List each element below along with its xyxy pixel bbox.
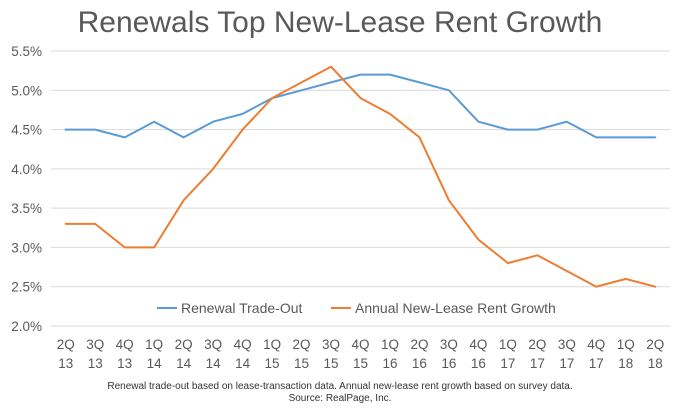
x-tick-label-year: 13 [117, 356, 132, 371]
x-tick-label-quarter: 2Q [646, 337, 664, 352]
x-tick-label-year: 17 [589, 356, 604, 371]
chart-title: Renewals Top New-Lease Rent Growth [77, 6, 603, 39]
x-tick-label-year: 17 [559, 356, 574, 371]
x-tick-label-year: 15 [324, 356, 339, 371]
y-tick-label: 3.0% [11, 240, 42, 255]
x-tick-label-year: 16 [441, 356, 456, 371]
x-tick-label-year: 14 [235, 356, 251, 371]
x-tick-label-quarter: 2Q [528, 337, 546, 352]
x-axis-ticks: 2Q 13 3Q 13 4Q 13 1Q 14 2Q 14 3Q 14 4Q 14 1Q 15 2Q 15 3Q 15… [57, 337, 665, 371]
x-tick-label-quarter: 1Q [263, 337, 281, 352]
x-tick-label-quarter: 4Q [469, 337, 487, 352]
x-tick-label-quarter: 4Q [234, 337, 252, 352]
x-tick-label-quarter: 1Q [145, 337, 163, 352]
y-tick-label: 4.5% [11, 123, 42, 138]
series-line [64, 73, 657, 139]
x-tick-label-year: 17 [530, 356, 545, 371]
x-tick-label-year: 15 [294, 356, 309, 371]
x-tick-label-quarter: 2Q [175, 337, 193, 352]
x-tick-label-year: 16 [382, 356, 397, 371]
series-line [64, 65, 657, 288]
x-tick-label-year: 17 [500, 356, 515, 371]
footnote-methodology: Renewal trade-out based on lease-transac… [107, 381, 573, 392]
x-tick-label-quarter: 3Q [322, 337, 340, 352]
x-tick-label-quarter: 2Q [293, 337, 311, 352]
x-tick-label-year: 15 [265, 356, 280, 371]
x-tick-label-year: 18 [618, 356, 633, 371]
x-tick-label-quarter: 4Q [116, 337, 134, 352]
x-tick-label-year: 14 [176, 356, 192, 371]
y-tick-label: 2.0% [11, 319, 42, 334]
x-tick-label-quarter: 2Q [57, 337, 75, 352]
legend-label: Renewal Trade-Out [181, 300, 303, 316]
x-tick-label-year: 14 [206, 356, 222, 371]
y-axis-ticks: 2.0% 2.5% 3.0% 3.5% 4.0% 4.5% 5.0% 5.5% [11, 44, 42, 334]
legend: Renewal Trade-Out Annual New-Lease Rent G… [157, 300, 556, 316]
x-tick-label-year: 14 [147, 356, 163, 371]
x-tick-label-year: 13 [88, 356, 103, 371]
gridlines [51, 50, 670, 327]
x-tick-label-quarter: 3Q [204, 337, 222, 352]
x-tick-label-quarter: 1Q [617, 337, 635, 352]
x-tick-label-quarter: 2Q [410, 337, 428, 352]
x-tick-label-quarter: 1Q [499, 337, 517, 352]
x-tick-label-year: 16 [412, 356, 427, 371]
x-tick-label-year: 15 [353, 356, 368, 371]
y-tick-label: 3.5% [11, 201, 42, 216]
y-tick-label: 5.5% [11, 44, 42, 59]
y-tick-label: 4.0% [11, 162, 42, 177]
x-tick-label-quarter: 3Q [558, 337, 576, 352]
x-tick-label-quarter: 3Q [86, 337, 104, 352]
series-lines [64, 65, 657, 288]
x-tick-label-quarter: 4Q [351, 337, 369, 352]
x-tick-label-quarter: 1Q [381, 337, 399, 352]
x-tick-label-quarter: 4Q [587, 337, 605, 352]
x-tick-label-quarter: 3Q [440, 337, 458, 352]
y-tick-label: 2.5% [11, 280, 42, 295]
footnote-source: Source: RealPage, Inc. [288, 393, 392, 404]
y-tick-label: 5.0% [11, 83, 42, 98]
x-tick-label-year: 16 [471, 356, 486, 371]
x-tick-label-year: 13 [58, 356, 73, 371]
x-tick-label-year: 18 [648, 356, 663, 371]
legend-label: Annual New-Lease Rent Growth [355, 300, 556, 316]
